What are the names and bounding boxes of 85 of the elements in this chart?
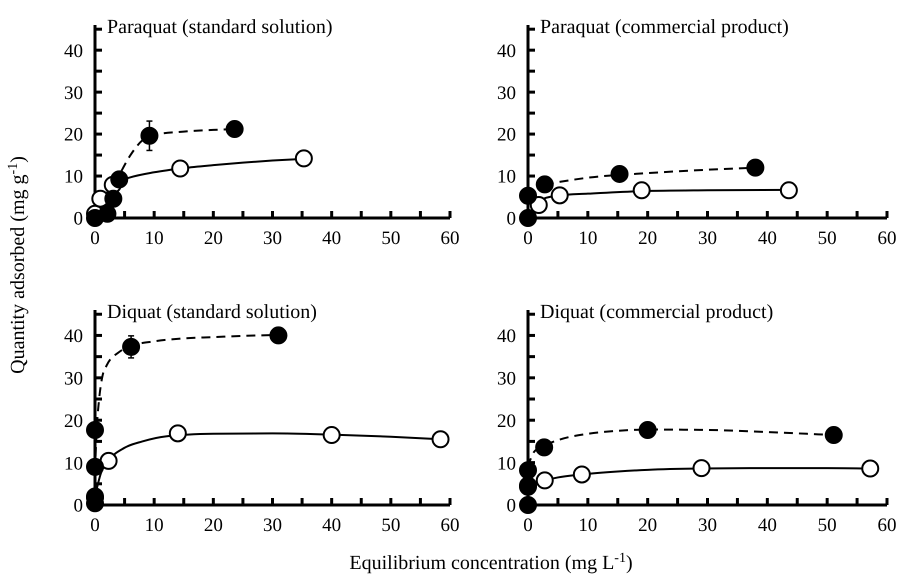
y-tick-label: 0	[506, 208, 516, 230]
point	[861, 460, 880, 478]
point	[610, 164, 629, 183]
point	[519, 209, 537, 227]
point	[140, 126, 158, 145]
x-tick-label: 30	[698, 515, 717, 536]
chart-title: Paraquat (commercial product)	[540, 16, 789, 38]
y-tick-label: 20	[497, 410, 516, 432]
point	[122, 338, 140, 356]
point	[104, 190, 122, 208]
x-tick-label: 20	[204, 228, 223, 249]
point	[746, 158, 764, 177]
chart-title: Paraquat (standard solution)	[107, 16, 332, 38]
x-tick-label: 50	[818, 515, 837, 536]
point	[572, 465, 591, 484]
y-tick-label: 10	[497, 166, 516, 188]
y-tick-label: 30	[497, 368, 516, 390]
point	[550, 186, 569, 204]
point	[638, 420, 657, 439]
y-tick-label: 0	[74, 496, 83, 517]
x-tick-label: 50	[818, 228, 837, 249]
x-tick-label: 50	[381, 515, 400, 536]
x-tick-label: 40	[322, 228, 342, 249]
x-tick-label: 20	[204, 515, 223, 536]
point	[536, 175, 554, 194]
point	[322, 426, 341, 444]
point	[171, 159, 190, 178]
point	[519, 186, 537, 205]
point	[519, 461, 537, 480]
x-tick-label: 40	[758, 228, 777, 249]
x-tick-label: 10	[144, 228, 164, 249]
y-tick-label: 40	[497, 40, 516, 62]
y-tick-label: 10	[64, 453, 83, 474]
x-axis-title: Equilibrium concentration (mg L$^{-1}$)	[349, 550, 633, 574]
point	[294, 149, 313, 168]
y-tick-label: 20	[64, 410, 83, 432]
point	[100, 452, 118, 470]
x-tick-label: 10	[578, 228, 598, 249]
x-tick-label: 20	[638, 515, 658, 536]
x-tick-label: 40	[758, 515, 777, 536]
y-tick-label: 20	[64, 124, 83, 146]
y-tick-label: 30	[64, 368, 83, 390]
point	[692, 459, 711, 478]
y-tick-label: 10	[497, 453, 516, 474]
y-tick-label: 40	[64, 40, 83, 62]
y-tick-label: 0	[506, 496, 516, 517]
x-tick-label: 0	[523, 228, 533, 249]
x-tick-label: 60	[878, 228, 896, 249]
x-tick-label: 10	[578, 515, 598, 536]
chart-title: Diquat (standard solution)	[107, 301, 317, 323]
x-tick-label: 30	[263, 228, 282, 249]
point	[226, 120, 244, 138]
point	[86, 420, 104, 439]
point	[780, 181, 798, 200]
x-tick-label: 30	[698, 228, 717, 249]
y-tick-label: 20	[497, 124, 516, 146]
x-tick-label: 0	[90, 515, 100, 536]
y-tick-label: 10	[64, 166, 83, 188]
x-tick-label: 0	[523, 515, 533, 536]
point	[632, 181, 651, 200]
x-tick-label: 10	[144, 515, 164, 536]
point	[110, 170, 128, 188]
point	[536, 471, 554, 490]
point	[824, 426, 843, 444]
x-tick-label: 60	[878, 515, 896, 536]
y-tick-label: 40	[497, 326, 516, 348]
x-tick-label: 20	[638, 228, 658, 249]
x-tick-label: 30	[263, 515, 282, 536]
point	[432, 430, 450, 448]
point	[519, 496, 537, 514]
x-tick-label: 0	[90, 228, 100, 249]
y-tick-label: 30	[497, 82, 516, 104]
x-tick-label: 60	[440, 228, 460, 249]
x-tick-label: 60	[440, 515, 460, 536]
chart-title: Diquat (commercial product)	[540, 301, 774, 323]
x-tick-label: 40	[322, 515, 342, 536]
y-tick-label: 0	[74, 208, 83, 230]
point	[86, 458, 104, 476]
y-tick-label: 40	[64, 326, 83, 348]
x-tick-label: 50	[381, 228, 400, 249]
point	[168, 424, 187, 442]
point	[269, 326, 288, 344]
point	[535, 438, 554, 456]
y-tick-label: 30	[64, 82, 83, 104]
point	[98, 204, 116, 223]
